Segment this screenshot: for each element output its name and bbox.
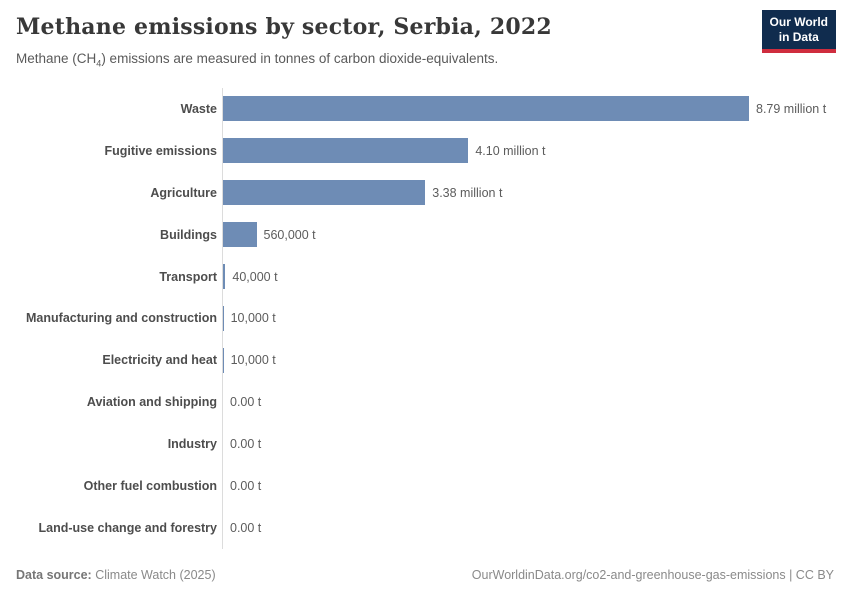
value-label: 0.00 t: [230, 437, 262, 452]
bar: [223, 138, 469, 164]
category-label: Land-use change and forestry: [38, 521, 217, 536]
category-label: Other fuel combustion: [83, 479, 217, 494]
data-source-value: Climate Watch (2025): [91, 568, 216, 582]
value-label: 8.79 million t: [756, 101, 827, 116]
plot-rows: Waste 8.79 million t Fugitive emissions …: [0, 88, 850, 549]
table-row: Aviation and shipping 0.00 t: [0, 381, 850, 423]
bar: [223, 305, 224, 331]
chart-title: Methane emissions by sector, Serbia, 202…: [16, 14, 552, 40]
data-source: Data source: Climate Watch (2025): [16, 568, 216, 582]
value-label: 10,000 t: [230, 311, 276, 326]
table-row: Fugitive emissions 4.10 million t: [0, 130, 850, 172]
category-label: Transport: [159, 269, 217, 284]
value-label: 0.00 t: [230, 479, 262, 494]
y-axis-line: [222, 88, 223, 549]
category-label: Agriculture: [150, 185, 217, 200]
chart-subtitle: Methane (CH4) emissions are measured in …: [16, 51, 498, 69]
category-label: Waste: [180, 101, 217, 116]
category-label: Fugitive emissions: [104, 143, 217, 158]
value-label: 0.00 t: [230, 395, 262, 410]
bar: [223, 347, 224, 373]
table-row: Agriculture 3.38 million t: [0, 172, 850, 214]
value-label: 40,000 t: [232, 269, 278, 284]
value-label: 560,000 t: [263, 227, 316, 242]
value-label: 0.00 t: [230, 521, 262, 536]
category-label: Industry: [167, 437, 217, 452]
owid-logo[interactable]: Our World in Data: [761, 10, 836, 53]
table-row: Buildings 560,000 t: [0, 214, 850, 256]
logo-line-2: in Data: [778, 30, 819, 44]
table-row: Land-use change and forestry 0.00 t: [0, 507, 850, 549]
bar: [223, 96, 749, 122]
value-label: 10,000 t: [230, 353, 276, 368]
bar: [223, 222, 257, 248]
table-row: Electricity and heat 10,000 t: [0, 339, 850, 381]
subtitle-text-end: ) emissions are measured in tonnes of ca…: [101, 51, 499, 66]
attribution-link[interactable]: OurWorldinData.org/co2-and-greenhouse-ga…: [471, 568, 834, 582]
bar: [223, 264, 226, 290]
bar: [223, 180, 426, 206]
plot-area: Waste 8.79 million t Fugitive emissions …: [0, 88, 850, 549]
table-row: Other fuel combustion 0.00 t: [0, 465, 850, 507]
category-label: Manufacturing and construction: [26, 311, 217, 326]
chart-footer: Data source: Climate Watch (2025) OurWor…: [16, 568, 834, 582]
logo-line-1: Our World: [769, 15, 828, 29]
value-label: 4.10 million t: [475, 143, 546, 158]
table-row: Transport 40,000 t: [0, 256, 850, 298]
table-row: Industry 0.00 t: [0, 423, 850, 465]
subtitle-subscript: 4: [96, 58, 102, 69]
table-row: Manufacturing and construction 10,000 t: [0, 298, 850, 340]
category-label: Electricity and heat: [102, 353, 217, 368]
subtitle-text: Methane (CH: [16, 51, 97, 66]
value-label: 3.38 million t: [432, 185, 503, 200]
category-label: Buildings: [160, 227, 217, 242]
category-label: Aviation and shipping: [86, 395, 217, 410]
data-source-label: Data source:: [16, 568, 92, 582]
table-row: Waste 8.79 million t: [0, 88, 850, 130]
